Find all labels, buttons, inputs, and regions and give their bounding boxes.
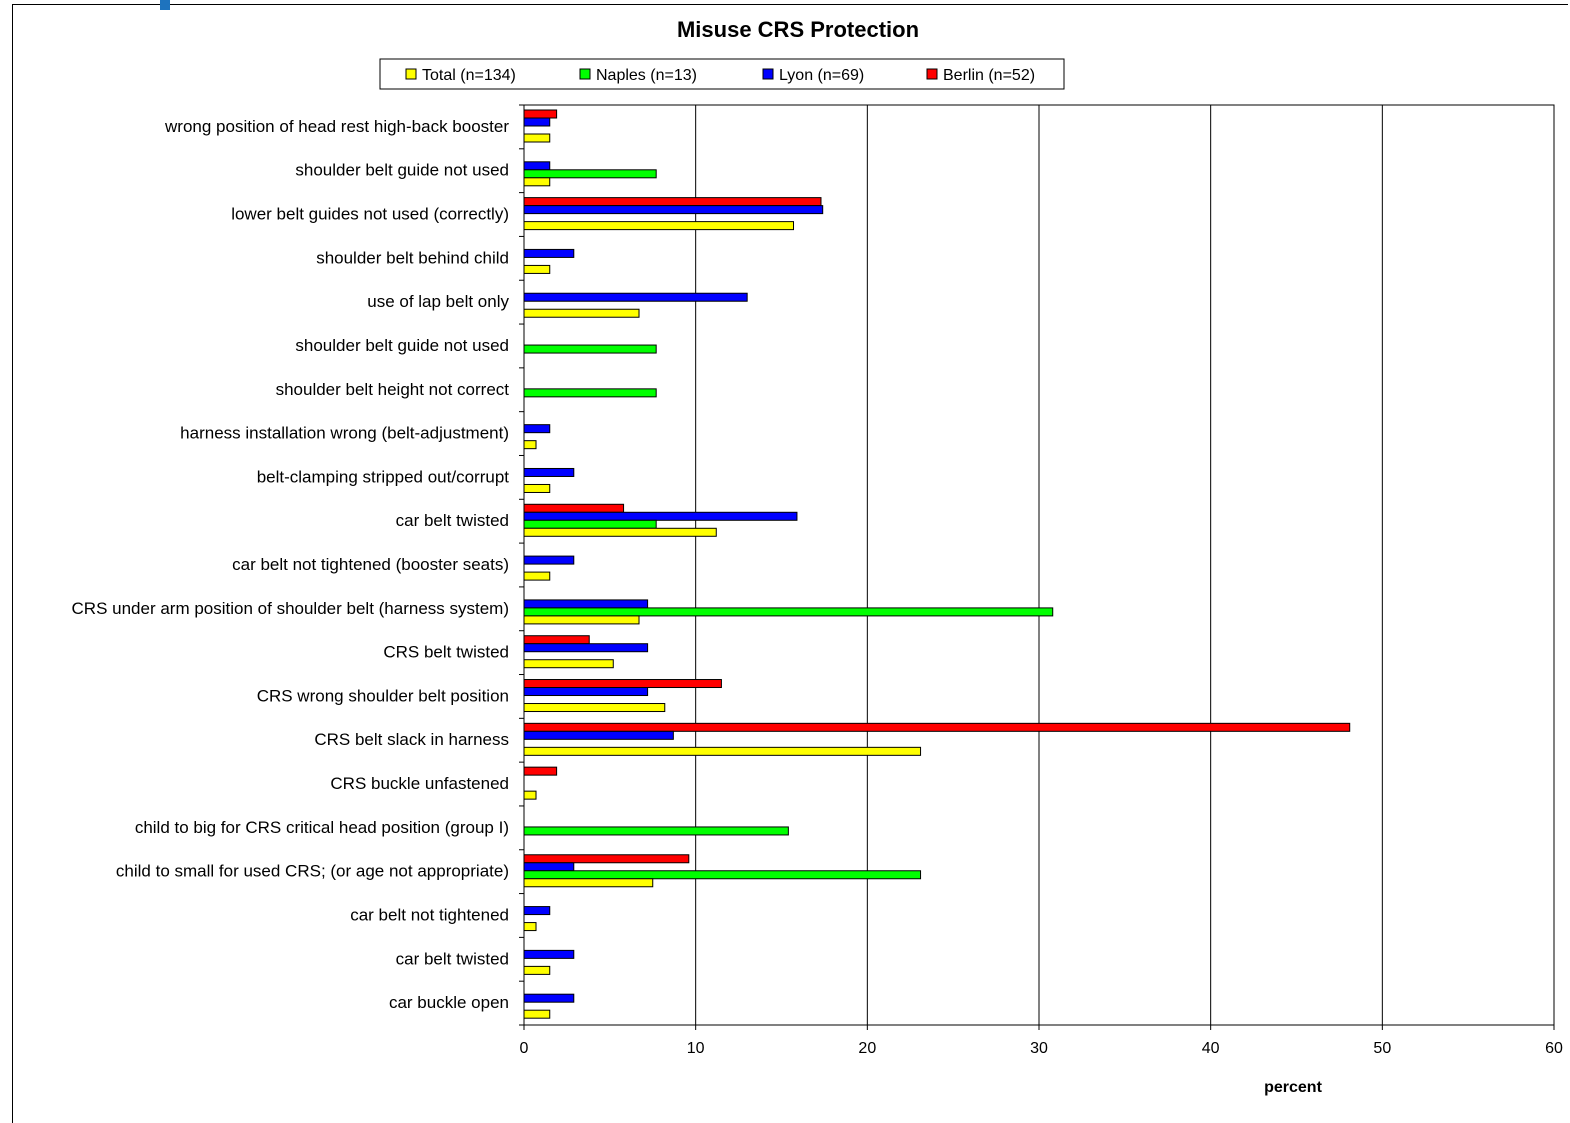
bar: [523, 440, 537, 450]
legend: Total (n=134) Naples (n=13) Lyon (n=69) Ber…: [379, 58, 1065, 90]
bar: [523, 248, 575, 258]
bar: [523, 292, 748, 302]
bar: [523, 965, 551, 975]
bar: [523, 264, 551, 274]
bar: [523, 790, 537, 800]
bar: [523, 527, 717, 537]
bar: [523, 826, 789, 836]
bar: [523, 878, 654, 888]
bar: [523, 1009, 551, 1019]
x-tick-label: 40: [1202, 1040, 1220, 1057]
bar: [523, 635, 590, 645]
bar: [523, 197, 822, 207]
legend-label: Lyon (n=69): [779, 67, 864, 84]
bar: [523, 949, 575, 959]
x-tick-label: 50: [1373, 1040, 1391, 1057]
bar: [523, 870, 922, 880]
legend-label: Naples (n=13): [596, 67, 697, 84]
bar: [523, 467, 575, 477]
bar: [523, 571, 551, 581]
bar: [523, 615, 640, 625]
category-label: harness installation wrong (belt-adjustm…: [180, 424, 509, 443]
bar: [523, 659, 614, 669]
bar: [523, 722, 1351, 732]
bar: [523, 133, 551, 143]
category-label: shoulder belt height not correct: [276, 380, 510, 399]
legend-label: Total (n=134): [422, 67, 516, 84]
legend-swatch: [405, 68, 417, 80]
bar: [523, 993, 575, 1003]
bar: [523, 599, 649, 609]
bar: [523, 643, 649, 653]
category-label: belt-clamping stripped out/corrupt: [257, 467, 510, 486]
category-label: shoulder belt guide not used: [295, 161, 509, 180]
category-label: CRS under arm position of shoulder belt …: [72, 599, 509, 618]
bar: [523, 555, 575, 565]
bar: [523, 177, 551, 187]
bar: [523, 687, 649, 697]
chart-frame: [12, 4, 1568, 1123]
category-label: wrong position of head rest high-back bo…: [164, 117, 509, 136]
bar: [523, 109, 558, 119]
bar: [523, 607, 1054, 617]
category-label: lower belt guides not used (correctly): [231, 205, 509, 224]
category-label: use of lap belt only: [367, 292, 509, 311]
bar: [523, 503, 625, 513]
bar: [523, 388, 657, 398]
category-label: car belt not tightened: [350, 905, 509, 924]
legend-swatch: [762, 68, 774, 80]
category-label: CRS belt slack in harness: [314, 730, 509, 749]
x-tick-label: 30: [1030, 1040, 1048, 1057]
bar: [523, 862, 575, 872]
legend-swatch: [926, 68, 938, 80]
category-label: car belt not tightened (booster seats): [232, 555, 509, 574]
bar: [523, 854, 690, 864]
legend-swatch: [579, 68, 591, 80]
category-label: car buckle open: [389, 993, 509, 1012]
bar: [523, 730, 674, 740]
category-label: CRS wrong shoulder belt position: [257, 686, 509, 705]
bar: [523, 746, 922, 756]
bar: [523, 679, 722, 689]
bar: [523, 511, 798, 521]
x-tick-label: 60: [1545, 1040, 1563, 1057]
category-label: shoulder belt behind child: [316, 248, 509, 267]
bar: [523, 221, 795, 231]
category-label: CRS belt twisted: [383, 643, 509, 662]
chart-title: Misuse CRS Protection: [677, 17, 919, 42]
category-label: child to small for used CRS; (or age not…: [116, 862, 509, 881]
bar: [523, 308, 640, 318]
bar: [523, 519, 657, 529]
bar: [523, 344, 657, 354]
legend-box: [379, 58, 1065, 90]
bar: [523, 161, 551, 171]
category-label: child to big for CRS critical head posit…: [135, 818, 509, 837]
plot-area: 0 10 20 30 40 50 60 wrong position of head rest…: [72, 104, 1563, 1057]
bar: [523, 703, 666, 713]
bar: [523, 766, 558, 776]
bar: [523, 922, 537, 932]
bar: [523, 424, 551, 434]
category-label: CRS buckle unfastened: [330, 774, 509, 793]
corner-marker: [160, 0, 170, 10]
x-tick-label: 0: [520, 1040, 529, 1057]
bar: [523, 169, 657, 179]
bar: [523, 906, 551, 916]
category-label: shoulder belt guide not used: [295, 336, 509, 355]
bar: [523, 205, 824, 215]
category-label: car belt twisted: [396, 511, 509, 530]
x-tick-label: 20: [858, 1040, 876, 1057]
x-tick-label: 10: [687, 1040, 705, 1057]
x-axis-title: percent: [1264, 1079, 1322, 1096]
legend-label: Berlin (n=52): [943, 67, 1035, 84]
bar: [523, 117, 551, 127]
category-label: car belt twisted: [396, 949, 509, 968]
bar: [523, 483, 551, 493]
